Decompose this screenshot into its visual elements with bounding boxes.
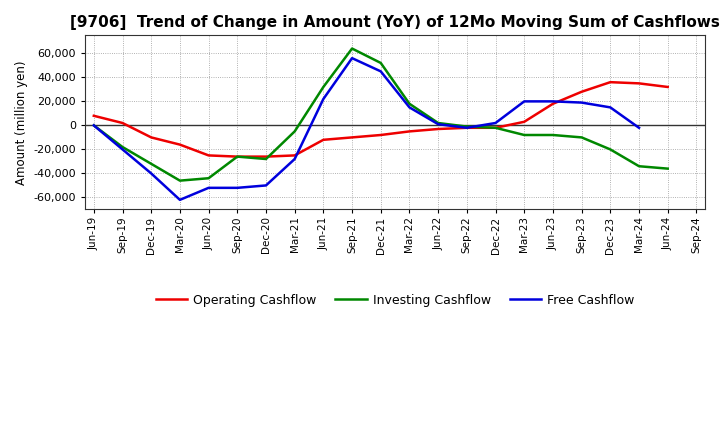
Legend: Operating Cashflow, Investing Cashflow, Free Cashflow: Operating Cashflow, Investing Cashflow, … — [150, 289, 639, 312]
Investing Cashflow — [462, 124, 471, 129]
Operating Cashflow — [147, 135, 156, 140]
Operating Cashflow — [491, 125, 500, 130]
Free Cashflow — [290, 156, 299, 161]
Free Cashflow — [147, 171, 156, 176]
Investing Cashflow — [89, 123, 98, 128]
Investing Cashflow — [606, 147, 615, 152]
Operating Cashflow — [290, 153, 299, 158]
Operating Cashflow — [462, 125, 471, 130]
Operating Cashflow — [434, 126, 443, 132]
Line: Free Cashflow: Free Cashflow — [94, 58, 639, 200]
Free Cashflow — [606, 105, 615, 110]
Investing Cashflow — [663, 166, 672, 171]
Free Cashflow — [434, 121, 443, 127]
Investing Cashflow — [261, 156, 270, 161]
Free Cashflow — [577, 100, 586, 105]
Free Cashflow — [549, 99, 557, 104]
Operating Cashflow — [233, 154, 242, 159]
Operating Cashflow — [348, 135, 356, 140]
Investing Cashflow — [549, 132, 557, 138]
Investing Cashflow — [577, 135, 586, 140]
Investing Cashflow — [204, 176, 213, 181]
Investing Cashflow — [377, 60, 385, 66]
Operating Cashflow — [118, 121, 127, 126]
Free Cashflow — [462, 125, 471, 130]
Operating Cashflow — [663, 84, 672, 90]
Free Cashflow — [491, 121, 500, 126]
Operating Cashflow — [405, 129, 414, 134]
Operating Cashflow — [606, 80, 615, 85]
Operating Cashflow — [377, 132, 385, 138]
Free Cashflow — [204, 185, 213, 191]
Free Cashflow — [233, 185, 242, 191]
Investing Cashflow — [176, 178, 184, 183]
Investing Cashflow — [233, 154, 242, 159]
Free Cashflow — [405, 105, 414, 110]
Free Cashflow — [520, 99, 528, 104]
Operating Cashflow — [319, 137, 328, 143]
Investing Cashflow — [405, 101, 414, 106]
Investing Cashflow — [520, 132, 528, 138]
Title: [9706]  Trend of Change in Amount (YoY) of 12Mo Moving Sum of Cashflows: [9706] Trend of Change in Amount (YoY) o… — [70, 15, 720, 30]
Free Cashflow — [118, 147, 127, 152]
Investing Cashflow — [348, 46, 356, 51]
Free Cashflow — [635, 125, 644, 130]
Free Cashflow — [377, 69, 385, 74]
Investing Cashflow — [118, 144, 127, 150]
Investing Cashflow — [491, 125, 500, 130]
Operating Cashflow — [549, 101, 557, 106]
Operating Cashflow — [635, 81, 644, 86]
Operating Cashflow — [204, 153, 213, 158]
Free Cashflow — [348, 55, 356, 61]
Free Cashflow — [319, 96, 328, 102]
Investing Cashflow — [147, 161, 156, 166]
Free Cashflow — [176, 197, 184, 202]
Free Cashflow — [261, 183, 270, 188]
Investing Cashflow — [635, 164, 644, 169]
Operating Cashflow — [89, 113, 98, 118]
Investing Cashflow — [434, 121, 443, 126]
Investing Cashflow — [319, 84, 328, 90]
Line: Operating Cashflow: Operating Cashflow — [94, 82, 667, 157]
Operating Cashflow — [176, 142, 184, 147]
Y-axis label: Amount (million yen): Amount (million yen) — [15, 60, 28, 185]
Operating Cashflow — [577, 89, 586, 95]
Operating Cashflow — [520, 119, 528, 125]
Operating Cashflow — [261, 154, 270, 159]
Free Cashflow — [89, 123, 98, 128]
Investing Cashflow — [290, 129, 299, 134]
Line: Investing Cashflow: Investing Cashflow — [94, 48, 667, 181]
